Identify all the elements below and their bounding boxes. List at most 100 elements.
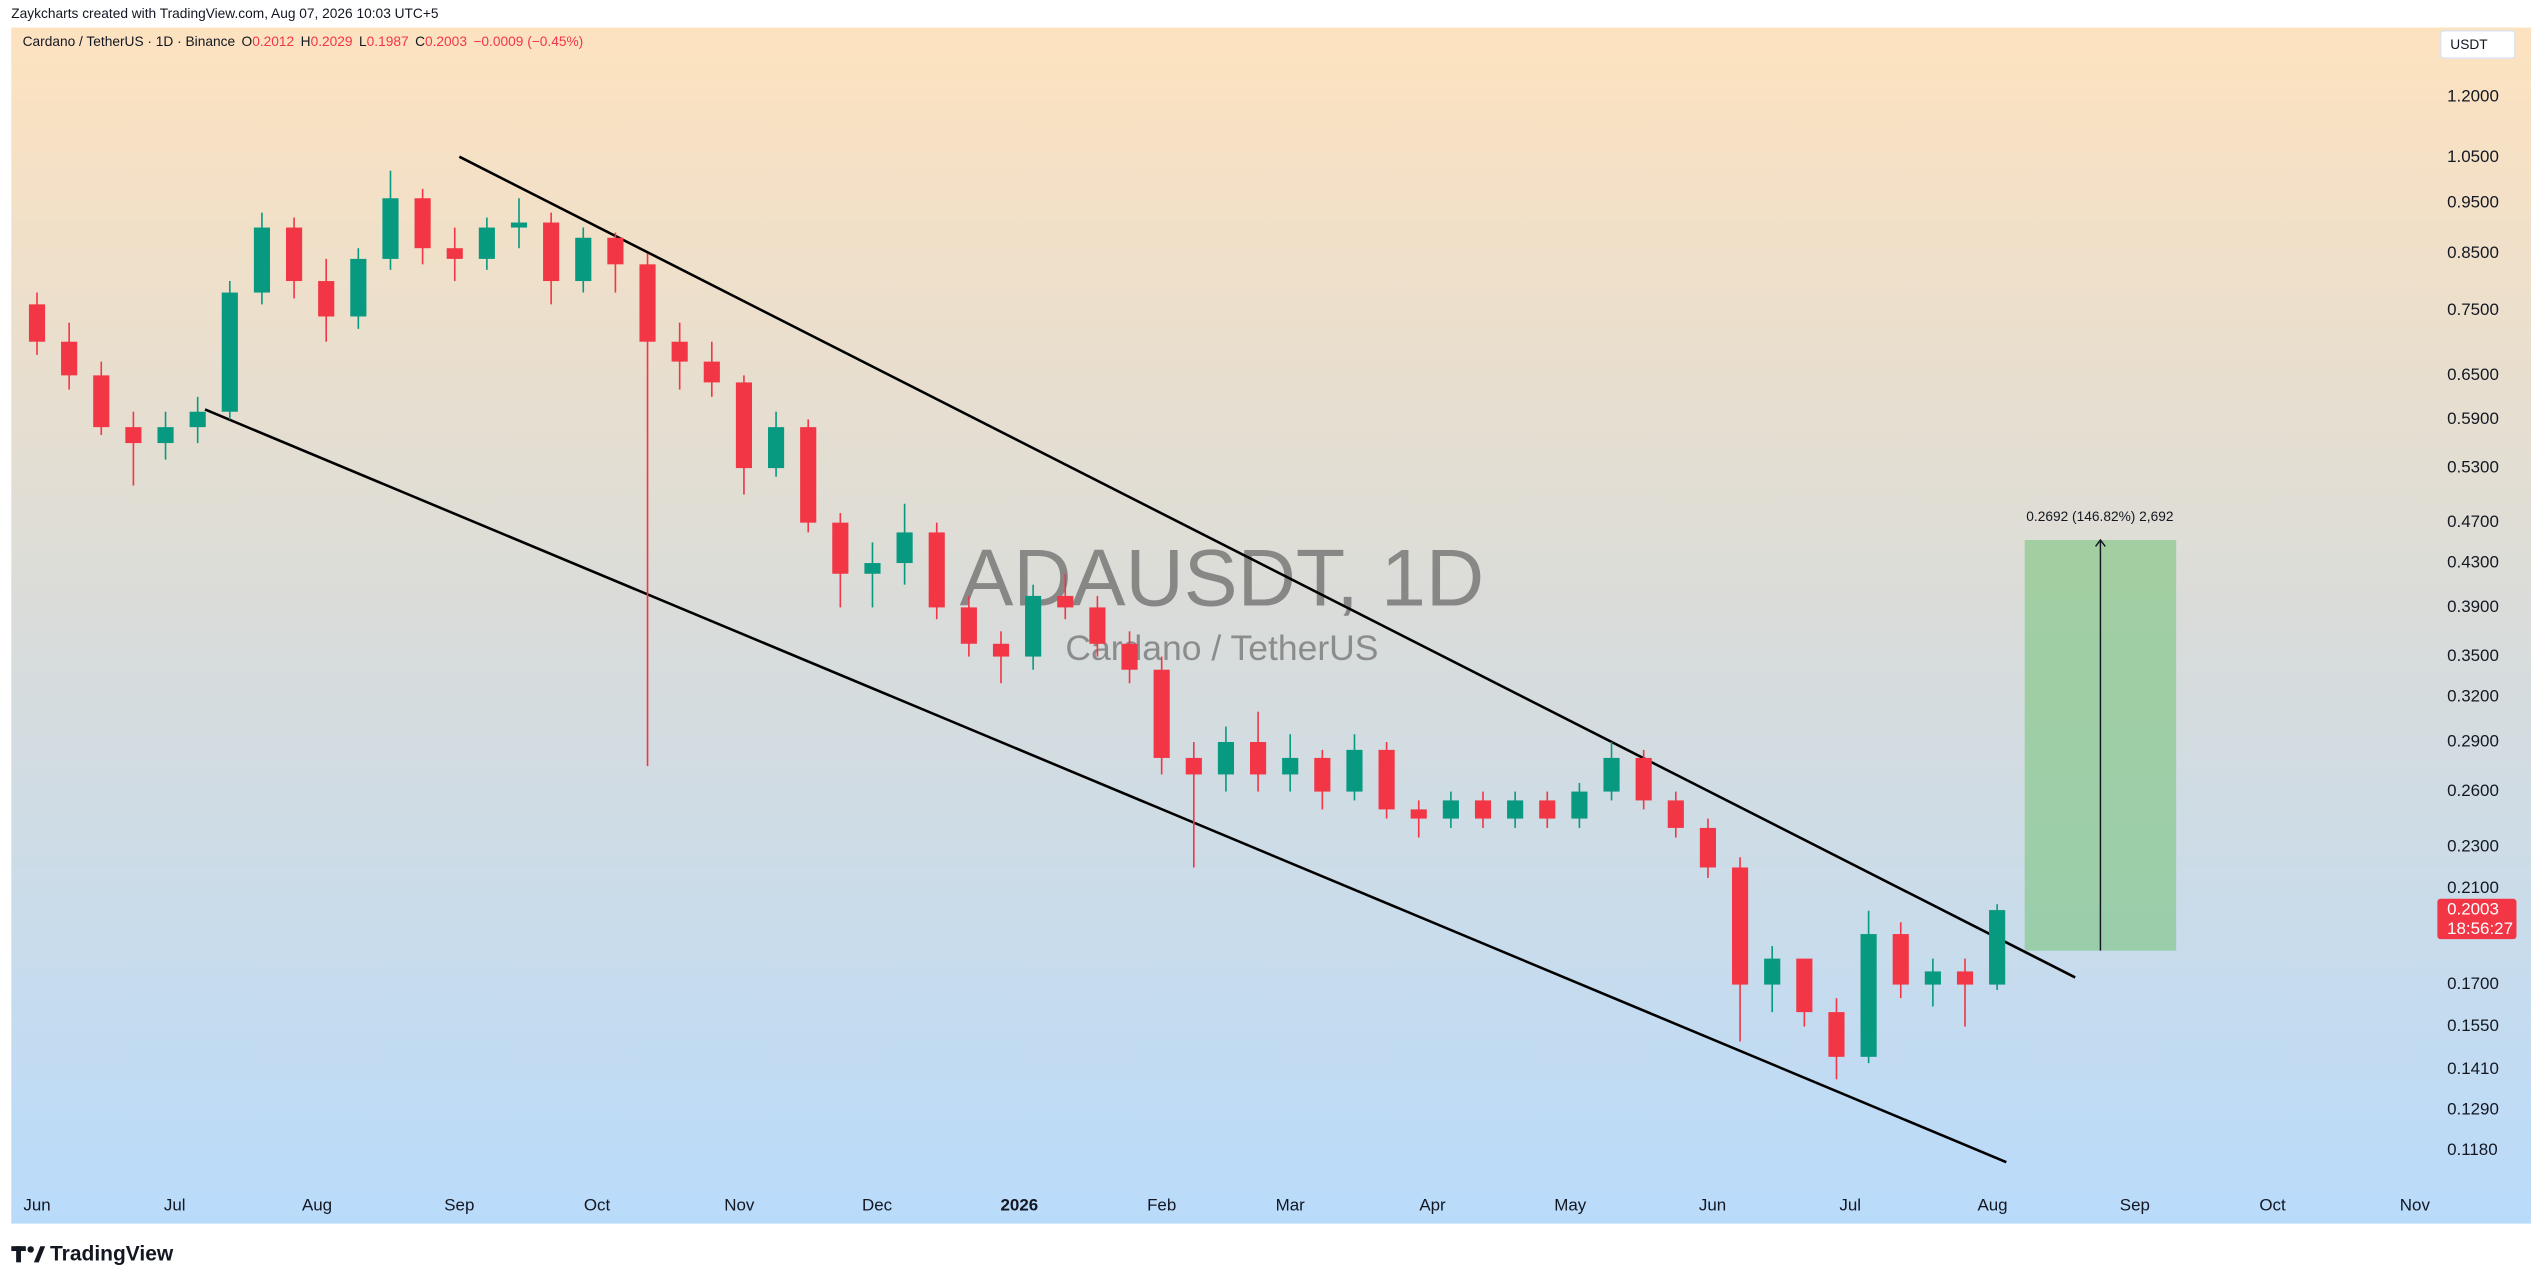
x-tick-label: Oct bbox=[584, 1195, 611, 1214]
y-tick-label: 0.3200 bbox=[2447, 687, 2499, 706]
x-tick-label: Jul bbox=[164, 1195, 186, 1214]
measure-arrow bbox=[2094, 538, 2106, 951]
ohlc-key: H bbox=[301, 34, 311, 49]
price-tag-value: 0.2003 bbox=[2447, 900, 2499, 919]
candle-body bbox=[318, 281, 335, 317]
watermark-subtitle: Cardano / TetherUS bbox=[1065, 628, 1378, 668]
y-tick-label: 0.3500 bbox=[2447, 646, 2499, 665]
y-tick-label: 1.2000 bbox=[2447, 86, 2499, 105]
y-tick-label: 0.3900 bbox=[2447, 597, 2499, 616]
candle-body bbox=[735, 382, 753, 469]
candle-body bbox=[1539, 800, 1556, 819]
candle-body bbox=[575, 237, 592, 282]
candle-body bbox=[1924, 971, 1941, 985]
candle-body bbox=[1828, 1012, 1845, 1057]
y-tick-label: 0.4700 bbox=[2447, 512, 2499, 531]
candle-body bbox=[1057, 595, 1074, 608]
x-tick-label: Dec bbox=[862, 1195, 893, 1214]
x-tick-label: Aug bbox=[302, 1195, 332, 1214]
y-tick-label: 0.9500 bbox=[2447, 192, 2499, 211]
y-tick-label: 0.1180 bbox=[2447, 1140, 2498, 1159]
x-tick-label: Nov bbox=[724, 1195, 755, 1214]
change: −0.0009 (−0.45%) bbox=[473, 34, 583, 49]
logo-part bbox=[16, 1246, 21, 1263]
x-tick-label: Oct bbox=[2259, 1195, 2286, 1214]
candle-body bbox=[1089, 607, 1106, 644]
candle-body bbox=[1635, 757, 1652, 801]
candle-body bbox=[864, 563, 881, 574]
candle-body bbox=[1025, 595, 1042, 657]
candle-body bbox=[221, 292, 238, 412]
candle-body bbox=[1507, 800, 1524, 819]
y-tick-label: 0.1290 bbox=[2447, 1099, 2499, 1118]
candle-body bbox=[1699, 827, 1717, 868]
candle-body bbox=[1667, 800, 1684, 828]
candle-body bbox=[414, 198, 431, 249]
trend-line bbox=[458, 155, 2076, 979]
candle-body bbox=[1989, 910, 2006, 985]
candle-body bbox=[960, 607, 977, 644]
candle-body bbox=[607, 237, 624, 265]
y-tick-label: 0.5900 bbox=[2447, 409, 2499, 428]
candle-body bbox=[1474, 800, 1492, 819]
candle-body bbox=[253, 227, 271, 293]
candle-body bbox=[382, 198, 399, 259]
symbol: Cardano / TetherUS · 1D · Binance bbox=[23, 34, 236, 49]
watermark: ADAUSDT, 1D bbox=[960, 534, 1485, 624]
candle-body bbox=[1603, 757, 1620, 792]
ohlc-legend: Cardano / TetherUS · 1D · Binance O0.2012… bbox=[23, 34, 584, 49]
legend-text: Cardano / TetherUS · 1D · Binance O0.2012… bbox=[23, 34, 584, 49]
ohlc-value: 0.1987 bbox=[367, 34, 409, 49]
y-tick-label: 0.2600 bbox=[2447, 781, 2499, 800]
currency-box[interactable] bbox=[2439, 29, 2516, 59]
y-tick-label: 0.1550 bbox=[2447, 1016, 2499, 1035]
candle-body bbox=[1892, 934, 1909, 985]
candle-body bbox=[703, 361, 720, 383]
candle-body bbox=[671, 341, 688, 362]
candle-body bbox=[28, 304, 46, 342]
x-tick-label: Sep bbox=[444, 1195, 474, 1214]
candle-body bbox=[1121, 643, 1138, 670]
candle-body bbox=[800, 427, 817, 523]
candle-body bbox=[896, 532, 913, 564]
candle-body bbox=[286, 227, 303, 282]
measure-label: 0.2692 (146.82%) 2,692 bbox=[2026, 509, 2173, 524]
currency: USDT bbox=[2450, 37, 2488, 52]
candle-body bbox=[1571, 791, 1588, 819]
candle-body bbox=[1442, 800, 1459, 819]
candle-body bbox=[1410, 809, 1427, 819]
candle-body bbox=[1314, 757, 1331, 792]
y-tick-label: 0.4300 bbox=[2447, 553, 2499, 572]
ohlc-key: O bbox=[242, 34, 253, 49]
x-tick-label: Sep bbox=[2120, 1195, 2150, 1214]
x-tick-label: Feb bbox=[1147, 1195, 1176, 1214]
candle-body bbox=[1153, 669, 1170, 758]
candle-body bbox=[350, 258, 367, 317]
x-tick-label: Mar bbox=[1276, 1195, 1306, 1214]
x-tick-label: Jul bbox=[1839, 1195, 1861, 1214]
y-tick-label: 0.2100 bbox=[2447, 878, 2499, 897]
y-tick-label: 0.6500 bbox=[2447, 365, 2499, 384]
candle-body bbox=[928, 532, 945, 608]
credit: Zaykcharts created with TradingView.com,… bbox=[11, 6, 439, 21]
y-tick-label: 0.1410 bbox=[2447, 1059, 2499, 1078]
trend-line bbox=[204, 408, 2007, 1164]
candle-body bbox=[1860, 934, 1877, 1057]
x-tick-label: Jun bbox=[1699, 1195, 1726, 1214]
candle-body bbox=[61, 341, 78, 376]
logo-part bbox=[33, 1246, 46, 1263]
candle-body bbox=[1764, 958, 1781, 985]
x-tick-label: Nov bbox=[2400, 1195, 2431, 1214]
ohlc-value: 0.2012 bbox=[252, 34, 294, 49]
candle-body bbox=[157, 427, 174, 444]
candle-body bbox=[992, 643, 1010, 657]
candle-body bbox=[189, 411, 206, 428]
candle-body bbox=[510, 222, 528, 228]
candle-body bbox=[1732, 867, 1749, 985]
y-tick-label: 0.2300 bbox=[2447, 837, 2499, 856]
ohlc-key: C bbox=[415, 34, 425, 49]
candle-body bbox=[832, 522, 849, 574]
logo-part bbox=[27, 1246, 34, 1253]
brand: TradingView bbox=[50, 1243, 174, 1266]
